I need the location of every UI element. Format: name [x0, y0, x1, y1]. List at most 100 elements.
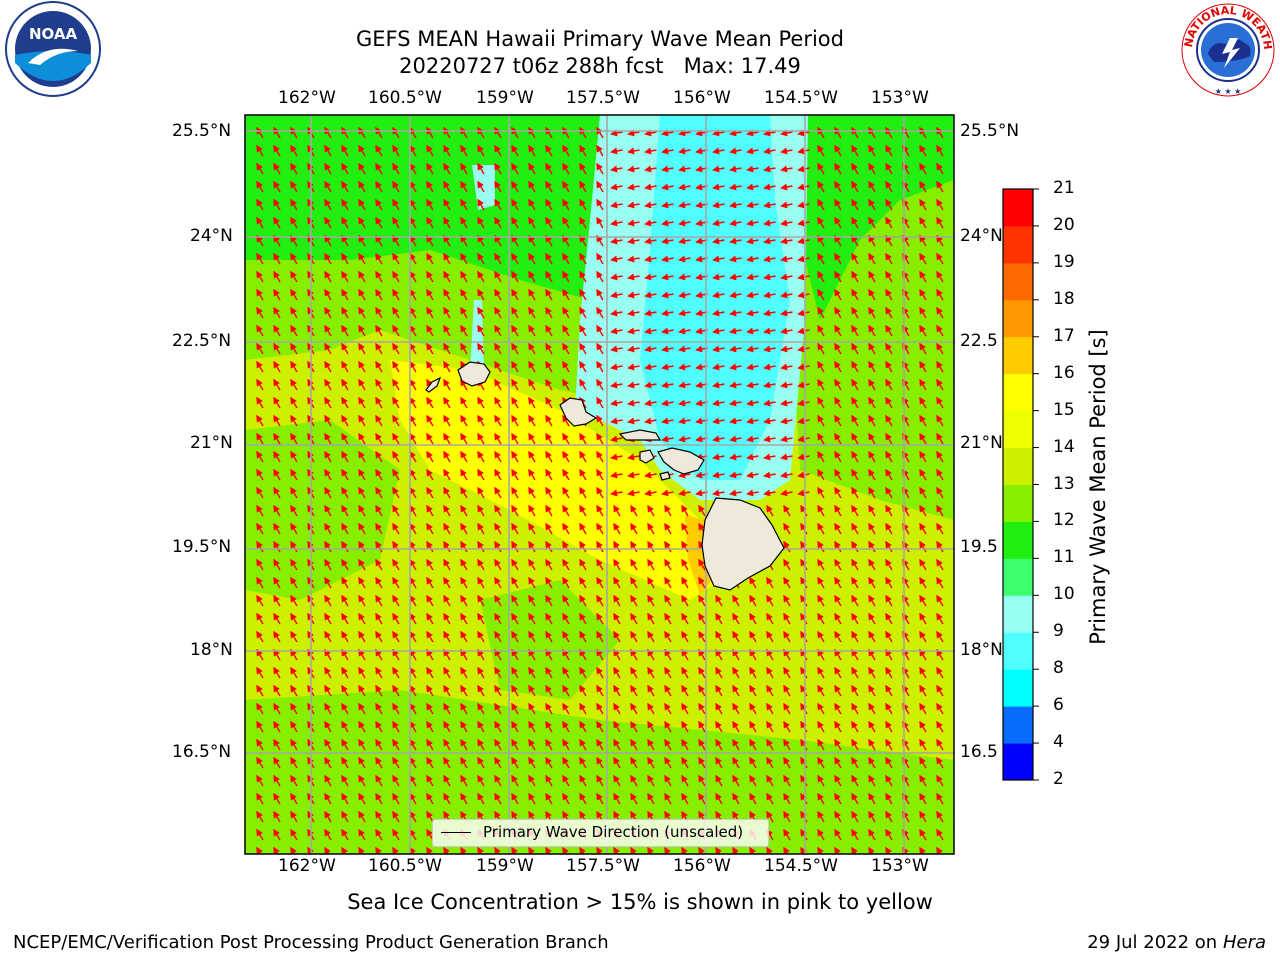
wave-direction-arrow	[953, 774, 954, 783]
wave-direction-arrow	[817, 180, 825, 193]
colorbar-tick-label: 11	[1053, 547, 1075, 568]
wave-direction-arrow	[528, 252, 536, 265]
wave-direction-arrow	[477, 306, 485, 319]
wave-direction-arrow	[562, 288, 570, 301]
wave-direction-arrow	[290, 306, 298, 319]
wave-direction-arrow	[341, 270, 349, 283]
wave-direction-arrow	[290, 378, 298, 391]
wave-direction-arrow	[494, 216, 502, 229]
wave-direction-arrow	[644, 417, 657, 425]
wave-direction-arrow	[746, 291, 759, 299]
wave-direction-arrow	[375, 162, 383, 175]
wave-direction-arrow	[511, 162, 519, 175]
wave-direction-arrow	[494, 396, 502, 409]
wave-direction-arrow	[919, 126, 927, 139]
wave-direction-arrow	[494, 306, 502, 319]
wave-direction-arrow	[817, 252, 825, 265]
wave-direction-arrow	[324, 414, 332, 427]
wave-direction-arrow	[868, 252, 876, 265]
period-field-bright-green	[245, 115, 600, 300]
wave-direction-arrow	[443, 324, 451, 337]
wave-direction-arrow	[477, 126, 485, 139]
wave-direction-arrow	[477, 144, 485, 157]
colorbar-tick-label: 9	[1053, 621, 1064, 642]
wave-direction-arrow	[545, 162, 553, 175]
wave-direction-arrow	[460, 216, 468, 229]
colorbar-segment	[1003, 706, 1033, 744]
wave-direction-arrow	[953, 828, 954, 837]
wave-direction-arrow	[919, 288, 927, 301]
wave-direction-arrow	[797, 147, 810, 155]
wave-direction-arrow	[562, 216, 570, 229]
wave-direction-arrow	[409, 180, 417, 193]
wave-direction-arrow	[324, 252, 332, 265]
lon-label-top-4: 156°W	[673, 88, 731, 108]
wave-direction-arrow	[426, 162, 434, 175]
wave-direction-arrow	[562, 432, 570, 445]
nws-logo: NATIONAL WEATHER SERVICE ★ ★ ★	[1174, 0, 1275, 97]
wave-direction-arrow	[661, 147, 674, 155]
wave-direction-arrow	[834, 342, 842, 355]
wave-direction-arrow	[341, 414, 349, 427]
wave-direction-arrow	[780, 255, 793, 263]
wave-direction-arrow	[885, 252, 893, 265]
wave-direction-arrow	[678, 237, 691, 245]
wave-direction-arrow	[746, 417, 759, 425]
wave-direction-arrow	[953, 558, 954, 567]
wave-direction-arrow	[644, 219, 657, 227]
wave-direction-arrow	[885, 450, 893, 463]
wave-direction-arrow	[290, 432, 298, 445]
wave-direction-arrow	[494, 324, 502, 337]
wave-direction-arrow	[729, 399, 742, 407]
wave-direction-arrow	[712, 363, 725, 371]
wave-direction-arrow	[290, 270, 298, 283]
wave-direction-arrow	[256, 252, 264, 265]
wave-direction-arrow	[919, 360, 927, 373]
wave-direction-arrow	[511, 360, 519, 373]
wave-direction-arrow	[851, 288, 859, 301]
wave-direction-arrow	[953, 522, 954, 531]
wave-direction-arrow	[545, 180, 553, 193]
wave-direction-arrow	[953, 360, 954, 369]
wave-direction-arrow	[627, 219, 640, 227]
wave-direction-arrow	[797, 255, 810, 263]
wave-direction-arrow	[290, 252, 298, 265]
wave-direction-arrow	[797, 219, 810, 227]
wave-direction-arrow	[273, 252, 281, 265]
wave-direction-arrow	[273, 396, 281, 409]
lat-label-right-1: 24°N	[960, 226, 1003, 246]
wave-direction-arrow	[579, 288, 587, 301]
wave-direction-arrow	[729, 291, 742, 299]
wave-direction-arrow	[678, 273, 691, 281]
wave-direction-arrow	[596, 450, 604, 463]
wave-direction-arrow	[834, 288, 842, 301]
lon-label-bottom-3: 157.5°W	[566, 856, 640, 876]
wave-direction-arrow	[426, 126, 434, 139]
wave-direction-arrow	[627, 255, 640, 263]
wave-direction-arrow	[644, 309, 657, 317]
footer-date: 29 Jul 2022 on Hera	[1087, 932, 1266, 953]
lon-label-bottom-4: 156°W	[673, 856, 731, 876]
wave-direction-arrow	[409, 126, 417, 139]
wave-direction-arrow	[729, 165, 742, 173]
wave-direction-arrow	[460, 180, 468, 193]
wave-direction-arrows	[256, 126, 954, 854]
wave-direction-arrow	[426, 432, 434, 445]
wave-direction-arrow	[392, 450, 400, 463]
wave-direction-arrow	[729, 327, 742, 335]
wave-direction-arrow	[528, 144, 536, 157]
colorbar-tick-label: 8	[1053, 658, 1064, 679]
wave-direction-arrow	[729, 129, 742, 137]
wave-direction-arrow	[358, 432, 366, 445]
wave-direction-arrow	[511, 216, 519, 229]
lat-label-left-5: 18°N	[190, 640, 233, 660]
colorbar-segment	[1003, 669, 1033, 707]
wave-direction-arrow	[528, 126, 536, 139]
colorbar-tick-label: 18	[1053, 288, 1075, 309]
wave-direction-arrow	[290, 288, 298, 301]
wave-direction-arrow	[919, 306, 927, 319]
wave-direction-arrow	[661, 381, 674, 389]
wave-direction-arrow	[477, 180, 485, 193]
wave-direction-arrow	[511, 342, 519, 355]
